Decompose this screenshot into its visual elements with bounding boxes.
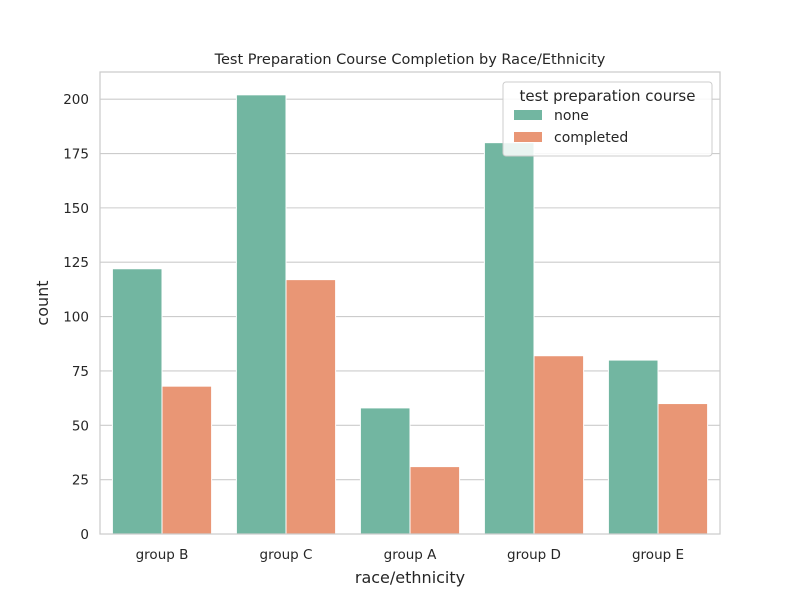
y-tick-label: 50 bbox=[72, 418, 89, 434]
bar-none bbox=[359, 407, 411, 535]
y-tick-label: 75 bbox=[72, 364, 89, 380]
y-tick-label: 125 bbox=[63, 255, 89, 271]
y-tick-label: 25 bbox=[72, 473, 89, 489]
y-axis-label: count bbox=[33, 280, 52, 325]
chart-title: Test Preparation Course Completion by Ra… bbox=[214, 52, 606, 68]
y-tick-label: 100 bbox=[63, 310, 89, 326]
plot-frame bbox=[99, 71, 721, 535]
bar-completed bbox=[657, 403, 709, 535]
x-tick-label: group C bbox=[260, 547, 313, 563]
bar-none bbox=[607, 359, 659, 535]
legend-swatch-completed bbox=[514, 132, 542, 142]
legend: test preparation course none completed bbox=[502, 81, 713, 157]
y-tick-label: 200 bbox=[63, 92, 89, 108]
bar-completed bbox=[161, 385, 213, 535]
x-axis-label: race/ethnicity bbox=[355, 568, 465, 587]
legend-label-completed: completed bbox=[554, 130, 628, 146]
legend-items: none completed bbox=[514, 108, 628, 146]
x-tick-label: group A bbox=[384, 547, 437, 563]
legend-swatch-none bbox=[514, 110, 542, 120]
bar-none bbox=[111, 268, 163, 535]
y-tick-label: 175 bbox=[63, 147, 89, 163]
legend-box bbox=[502, 81, 713, 157]
legend-label-none: none bbox=[554, 108, 589, 124]
bar-none bbox=[483, 142, 535, 535]
y-tick-label: 150 bbox=[63, 201, 89, 217]
x-tick-label: group B bbox=[136, 547, 189, 563]
x-tick-label: group E bbox=[632, 547, 684, 563]
x-tick-label: group D bbox=[507, 547, 561, 563]
bar-completed bbox=[533, 355, 585, 535]
bar-completed bbox=[285, 279, 337, 535]
legend-title: test preparation course bbox=[520, 87, 696, 105]
bar-completed bbox=[409, 466, 461, 535]
bars bbox=[111, 94, 709, 535]
y-tick-label: 0 bbox=[80, 527, 89, 543]
tick-labels: 0 25 50 75 100 125 150 175 200 group B group C grou… bbox=[63, 92, 684, 563]
bar-none bbox=[235, 94, 287, 535]
